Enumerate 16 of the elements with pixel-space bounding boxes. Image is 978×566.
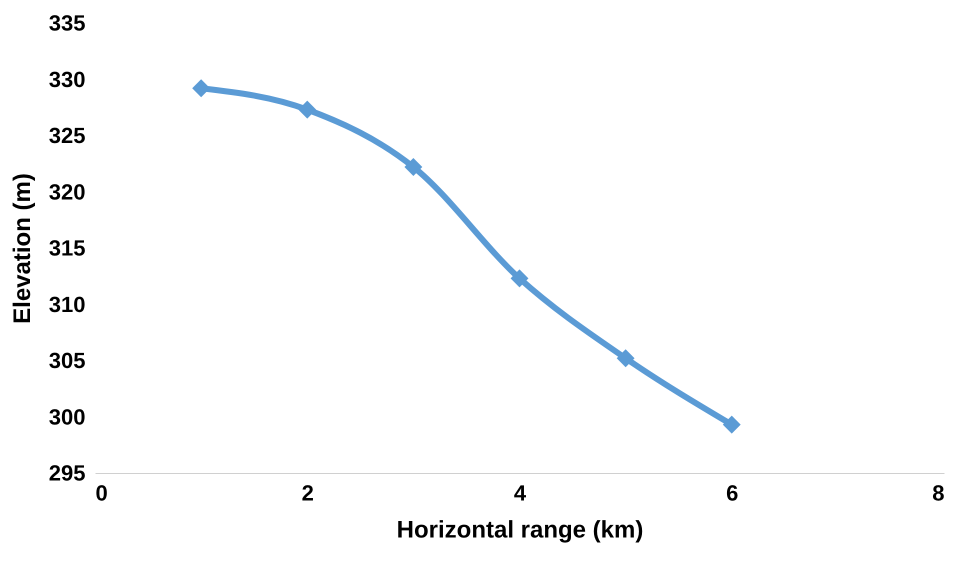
y-tick-label: 310: [48, 292, 86, 317]
y-tick-label: 315: [48, 236, 86, 260]
y-tick-label: 335: [48, 10, 86, 36]
x-tick-label: 6: [726, 480, 738, 506]
y-tick-label: 300: [48, 404, 86, 430]
y-axis-title: Elevation (m): [8, 173, 36, 324]
x-tick-label: 2: [302, 480, 314, 506]
y-tick-label: 305: [48, 348, 86, 373]
x-tick-label: 0: [96, 480, 108, 506]
x-axis-title: Horizontal range (km): [396, 516, 644, 544]
x-tick-label: 4: [514, 480, 527, 506]
y-tick-label: 330: [48, 66, 86, 92]
y-tick-label: 320: [48, 179, 86, 204]
y-tick-label: 295: [48, 460, 86, 486]
y-tick-label: 325: [48, 123, 86, 148]
x-tick-label: 8: [932, 480, 944, 506]
